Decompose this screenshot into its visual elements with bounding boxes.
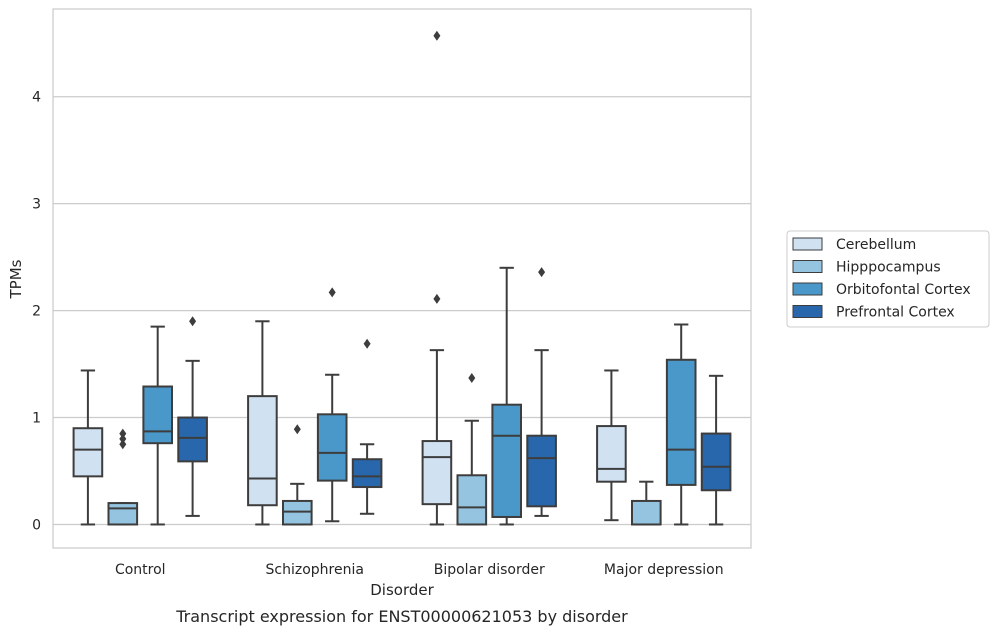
x-tick-label-2: Bipolar disorder (434, 562, 545, 578)
outlier-point-0 (468, 372, 476, 383)
legend-swatch-0 (792, 237, 823, 251)
legend-swatch-3 (792, 305, 823, 318)
box-body (665, 358, 697, 486)
box-body (351, 458, 383, 489)
box-1-1 (281, 424, 313, 526)
chart-caption: Transcript expression for ENST0000062105… (175, 607, 628, 626)
box-body (72, 427, 104, 478)
box-2-0 (142, 325, 174, 526)
legend-label-2: Orbitofontal Cortex (836, 282, 971, 298)
x-axis-label: Disorder (370, 581, 434, 599)
y-tick-label-3: 3 (32, 197, 41, 213)
outlier-point-2 (119, 428, 127, 439)
y-tick-labels: 0 1 2 3 4 (32, 90, 41, 534)
y-axis-label: TPMs (7, 259, 25, 299)
box-1-3 (630, 480, 662, 526)
outlier-point-0 (119, 439, 127, 450)
legend-frame (786, 230, 990, 328)
y-gridlines (53, 96, 751, 526)
outlier-point-1 (433, 30, 441, 41)
legend-swatch-1 (792, 260, 823, 273)
legend-label-1: Hipppocampus (836, 260, 941, 276)
box-0-1 (247, 320, 278, 526)
box-body (142, 385, 174, 445)
box-0-0 (72, 369, 104, 526)
box-body (281, 499, 313, 526)
legend-swatch-2 (792, 282, 823, 296)
box-3-0 (177, 316, 208, 517)
x-tick-labels: Control Schizophrenia Bipolar disorder Majo… (115, 562, 724, 578)
boxes-layer (72, 30, 732, 526)
x-tick-label-0: Control (115, 562, 166, 578)
box-2-3 (665, 323, 697, 526)
legend: Cerebellum Hipppocampus Orbitofontal Corte… (786, 230, 990, 328)
box-body (596, 425, 627, 483)
box-body (630, 499, 662, 526)
box-1-0 (107, 428, 139, 526)
box-body (526, 434, 557, 508)
box-body (456, 474, 488, 526)
box-1-2 (456, 372, 488, 526)
outlier-point-0 (328, 287, 336, 298)
box-body (247, 395, 278, 507)
box-body (700, 432, 732, 492)
box-body (177, 416, 208, 463)
box-3-2 (526, 267, 557, 517)
box-3-3 (700, 374, 732, 526)
y-tick-label-0: 0 (32, 517, 41, 533)
box-2-1 (316, 287, 348, 523)
outlier-point-0 (363, 338, 371, 349)
x-tick-label-1: Schizophrenia (266, 562, 364, 578)
box-0-3 (596, 369, 627, 522)
box-body (491, 403, 523, 518)
outlier-point-0 (293, 424, 301, 435)
y-tick-label-2: 2 (32, 304, 41, 320)
x-tick-label-3: Major depression (604, 562, 724, 578)
box-3-1 (351, 338, 383, 515)
outlier-point-0 (433, 293, 441, 304)
y-tick-label-4: 4 (32, 90, 41, 106)
box-body (421, 440, 453, 506)
box-body (316, 413, 348, 482)
box-2-2 (491, 266, 523, 526)
box-body (107, 502, 139, 526)
plot-frame (52, 8, 752, 549)
outlier-point-0 (538, 267, 546, 278)
plot-area (53, 9, 751, 548)
legend-label-0: Cerebellum (836, 237, 916, 253)
box-0-2 (421, 30, 453, 526)
outlier-point-0 (189, 316, 197, 327)
outlier-point-1 (119, 433, 127, 444)
y-tick-label-1: 1 (32, 411, 41, 427)
legend-label-3: Prefrontal Cortex (836, 305, 955, 321)
